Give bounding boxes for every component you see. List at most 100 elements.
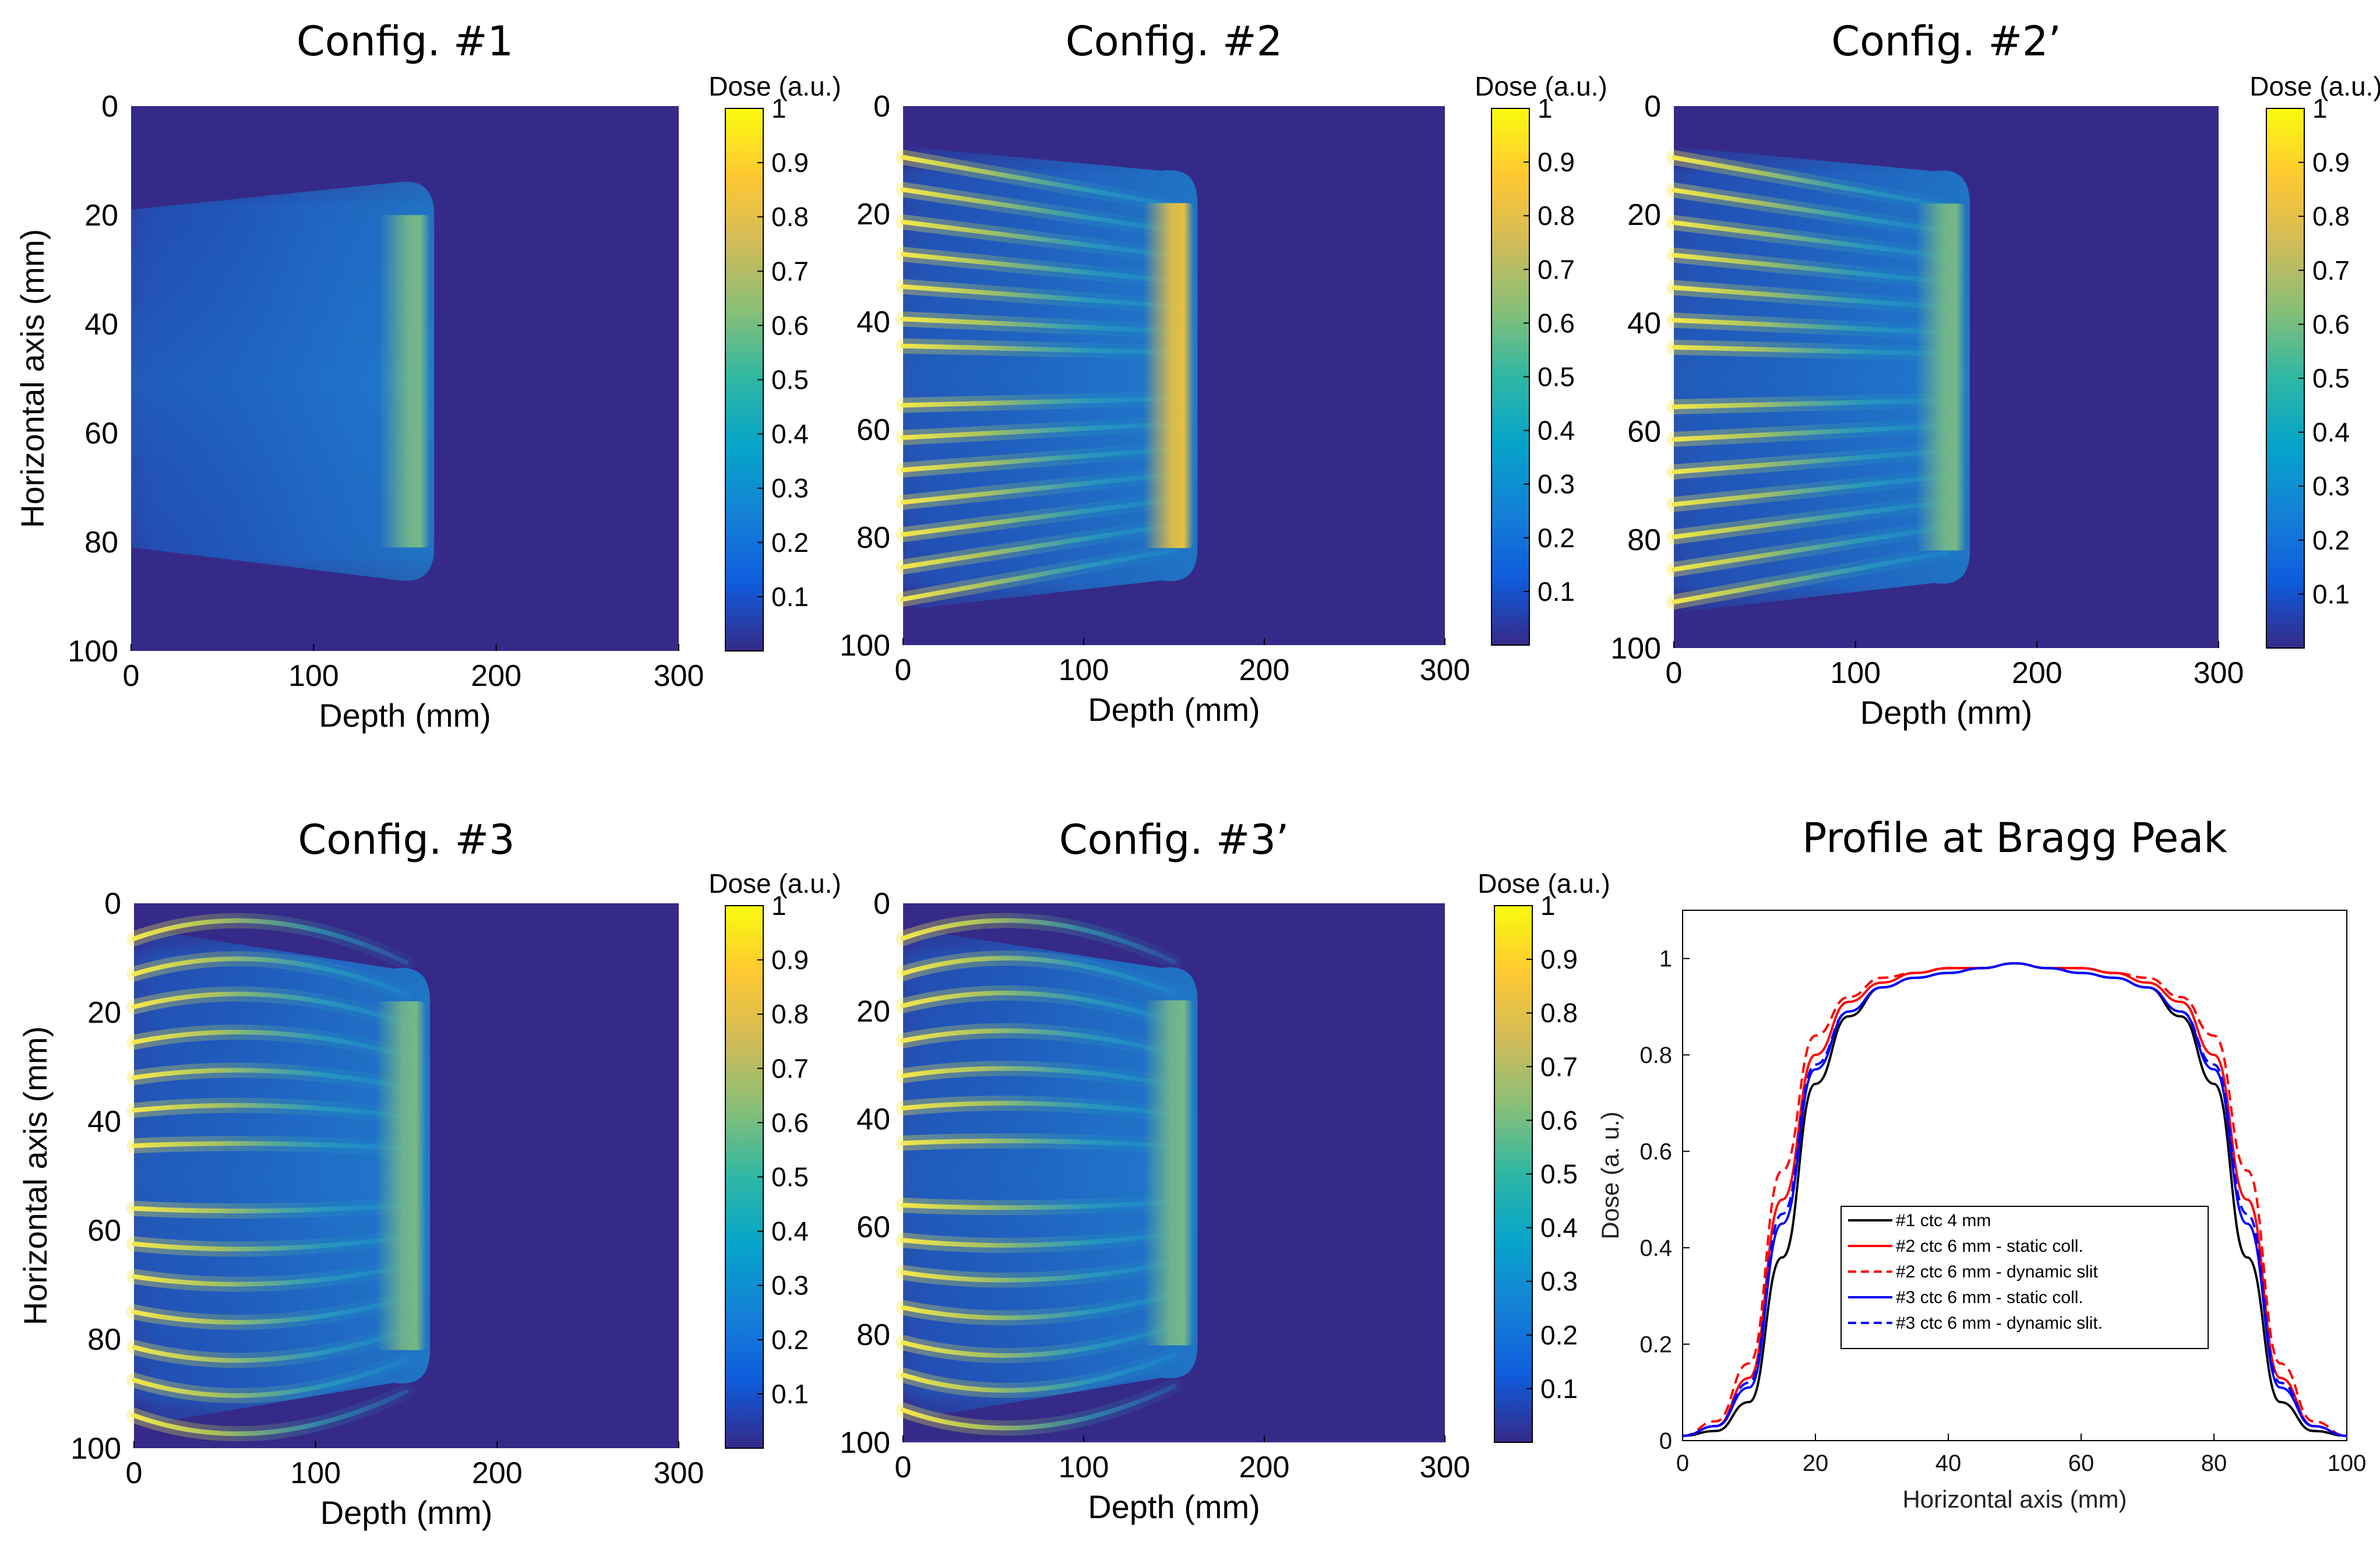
colorbar-tick-label: 0.5: [771, 365, 809, 395]
colorbar-tick-label: 0.2: [771, 1325, 809, 1355]
colorbar-label: Dose (a.u.): [2249, 71, 2380, 101]
beamlet: [901, 1066, 1176, 1088]
beamlet: [901, 956, 1176, 996]
beamlet: [1672, 524, 1949, 572]
legend: [1840, 1206, 2209, 1349]
beamlet: [901, 421, 1176, 440]
beamlet: [1672, 397, 1949, 410]
x-tick-label: 300: [2194, 656, 2244, 690]
colorbar-tick-label: 0.2: [2312, 525, 2350, 555]
y-tick-label: 0: [101, 90, 118, 124]
y-axis-label: Horizontal axis (mm): [14, 229, 51, 528]
colorbar-tick-label: 0.8: [771, 202, 809, 232]
colorbar-tick-label: 0.3: [2312, 471, 2350, 501]
y-tick-label: 20: [84, 199, 118, 233]
colorbar-tick-label: 0.1: [2312, 579, 2350, 609]
y-axis-label: Dose (a. u.): [1596, 1111, 1624, 1239]
colorbar-tick-label: 0.9: [2312, 147, 2350, 178]
beamlet: [132, 1029, 409, 1058]
colorbar-tick-label: 0.1: [771, 582, 809, 612]
colorbar-label: Dose (a.u.): [1478, 868, 1610, 899]
beamlet: [901, 1231, 1176, 1248]
y-tick-label: 40: [87, 1105, 121, 1139]
colorbar-tick-label: 0.3: [1538, 469, 1575, 499]
beamlet: [901, 522, 1176, 569]
beamlet: [132, 991, 409, 1026]
colorbar-tick-label: 0.4: [1538, 416, 1575, 446]
colorbar-label: Dose (a.u.): [708, 71, 841, 101]
beamlet: [1672, 344, 1949, 357]
beamlet: [132, 1389, 409, 1437]
x-tick-label: 200: [1239, 1451, 1290, 1484]
beamlet: [901, 1352, 1176, 1393]
beamlet: [901, 1138, 1176, 1149]
legend-entry: #3 ctc 6 mm - static coll.: [1896, 1288, 2083, 1307]
profile-axes-box: [1682, 910, 2347, 1441]
colorbar-tick-label: 0.5: [1538, 362, 1575, 392]
beamlet: [132, 1357, 409, 1398]
x-tick-label: 100: [1830, 656, 1881, 690]
beamlet: [1672, 220, 1949, 259]
colorbar-tick-label: 1: [771, 890, 787, 921]
beamlet: [1672, 550, 1949, 604]
colorbar-tick-label: 0.5: [771, 1162, 809, 1192]
beamlet: [901, 990, 1176, 1025]
x-tick-label: 0: [123, 659, 140, 693]
colorbar-tick-label: 0.9: [1540, 944, 1578, 974]
bragg-peak-band: [379, 215, 431, 548]
colorbar-label: Dose (a.u.): [708, 868, 841, 899]
x-tick-label: 80: [2201, 1451, 2227, 1476]
colorbar-tick-label: 1: [771, 93, 787, 124]
beamlet: [1672, 155, 1949, 209]
beamlet: [1672, 448, 1949, 474]
colorbar-tick-label: 0.4: [1540, 1213, 1578, 1243]
x-tick-label: 300: [1420, 1451, 1471, 1484]
beamlet: [1672, 423, 1949, 442]
colorbar-tick-label: 0.6: [771, 310, 809, 340]
colorbar-tick-label: 0.6: [771, 1107, 809, 1138]
y-tick-label: 60: [856, 1210, 890, 1244]
colorbar-tick-label: 0.6: [1538, 308, 1575, 338]
x-axis-label: Depth (mm): [1088, 691, 1260, 728]
colorbar-label: Dose (a.u.): [1475, 71, 1607, 101]
y-tick-label: 100: [68, 635, 118, 668]
colorbar-tick-label: 0.7: [1538, 254, 1575, 284]
legend-entry: #1 ctc 4 mm: [1896, 1211, 1991, 1230]
x-tick-label: 100: [2328, 1451, 2367, 1476]
y-tick-label: 0.8: [1639, 1043, 1672, 1068]
beamlet: [132, 1068, 409, 1090]
beamlet: [901, 1291, 1176, 1321]
colorbar: [2266, 108, 2305, 649]
y-tick-label: 0: [1659, 1428, 1672, 1454]
x-axis-label: Depth (mm): [1860, 694, 2033, 731]
beamlet: [132, 918, 409, 965]
colorbar: [725, 108, 764, 652]
beamlet: [901, 446, 1176, 473]
x-axis-label: Horizontal axis (mm): [1902, 1485, 2127, 1513]
beamlet: [901, 187, 1176, 233]
beamlet: [901, 343, 1176, 355]
x-tick-label: 300: [654, 659, 704, 693]
legend-entry: #2 ctc 6 mm - static coll.: [1896, 1237, 2083, 1256]
legend-entry: #3 ctc 6 mm - dynamic slit.: [1896, 1314, 2103, 1333]
beamlet: [901, 154, 1176, 208]
colorbar-tick-label: 1: [1538, 93, 1553, 124]
y-tick-label: 60: [1627, 415, 1661, 449]
panel-title: Config. #1: [297, 17, 513, 65]
y-tick-label: 80: [856, 521, 890, 555]
x-tick-label: 300: [654, 1456, 704, 1490]
colorbar-tick-label: 0.8: [771, 999, 809, 1029]
y-axis-label: Horizontal axis (mm): [17, 1026, 54, 1325]
beamlet: [132, 1202, 409, 1213]
x-tick-label: 100: [1059, 1451, 1109, 1484]
panel-title: Config. #2’: [1831, 17, 2061, 65]
y-tick-label: 20: [1627, 198, 1661, 232]
colorbar-tick-label: 0.7: [771, 256, 809, 286]
y-tick-label: 60: [856, 413, 890, 447]
colorbar-tick-label: 0.9: [771, 945, 809, 975]
x-axis-label: Depth (mm): [319, 697, 491, 734]
beamlet: [1672, 252, 1949, 284]
